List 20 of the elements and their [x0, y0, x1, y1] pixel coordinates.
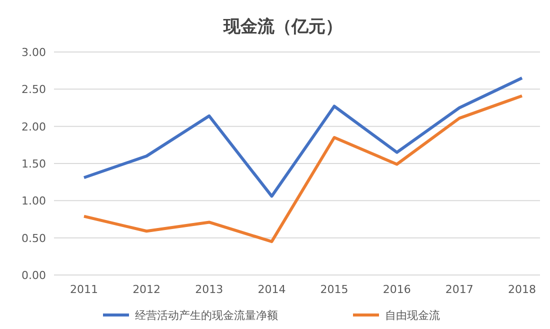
- line-series: [82, 94, 524, 244]
- y-tick-label: 2.50: [22, 83, 46, 96]
- x-tick-label: 2018: [508, 283, 536, 296]
- legend-label: 经营活动产生的现金流量净额: [135, 309, 278, 322]
- x-tick-label: 2017: [445, 283, 474, 296]
- y-tick-label: 3.00: [22, 46, 46, 59]
- x-tick-label: 2015: [320, 283, 348, 296]
- chart-title: 现金流（亿元）: [222, 17, 342, 37]
- y-tick-label: 2.00: [22, 120, 46, 134]
- y-tick-label: 1.00: [22, 194, 46, 208]
- x-tick-label: 2011: [70, 283, 98, 296]
- line-series: [82, 76, 524, 198]
- x-tick-label: 2016: [382, 283, 411, 296]
- y-tick-label: 0.00: [22, 269, 46, 282]
- x-tick-label: 2014: [258, 283, 286, 296]
- x-tick-label: 2012: [132, 283, 161, 296]
- y-tick-label: 0.50: [22, 232, 46, 245]
- x-tick-label: 2013: [195, 283, 224, 296]
- legend-label: 自由现金流: [385, 309, 440, 322]
- y-tick-label: 1.50: [22, 158, 46, 170]
